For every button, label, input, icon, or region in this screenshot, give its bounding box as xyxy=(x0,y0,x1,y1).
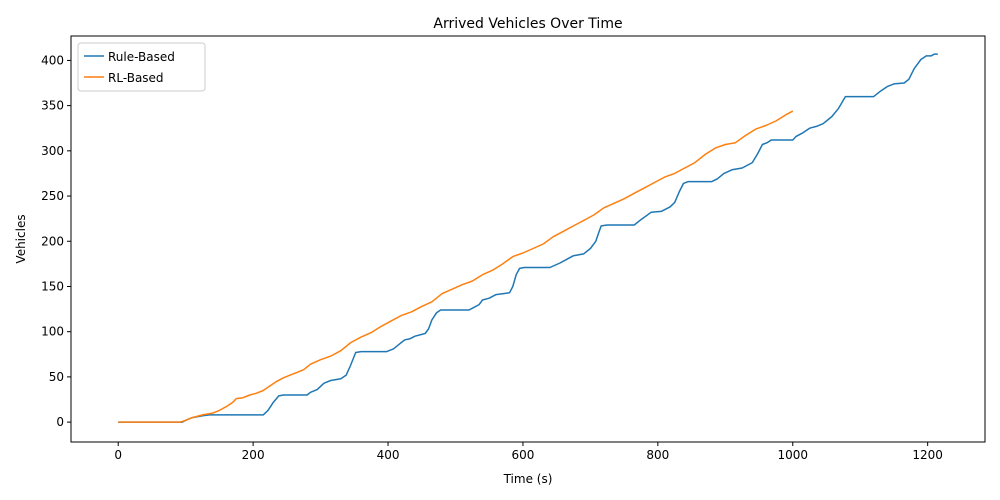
y-tick-label: 150 xyxy=(41,279,64,293)
chart-title: Arrived Vehicles Over Time xyxy=(433,16,622,32)
x-axis-label: Time (s) xyxy=(503,472,553,486)
x-tick-label: 200 xyxy=(242,448,265,462)
y-tick-label: 300 xyxy=(41,144,64,158)
y-tick-label: 350 xyxy=(41,99,64,113)
series-line-rl-based xyxy=(118,110,794,423)
y-tick-label: 0 xyxy=(56,415,64,429)
x-tick-label: 600 xyxy=(511,448,534,462)
x-tick-label: 800 xyxy=(646,448,669,462)
x-tick-label: 400 xyxy=(377,448,400,462)
legend: Rule-Based RL-Based xyxy=(77,42,206,92)
x-tick-label: 0 xyxy=(114,448,122,462)
y-axis-label: Vehicles xyxy=(14,214,28,263)
x-tick-label: 1200 xyxy=(912,448,943,462)
legend-box xyxy=(77,42,206,92)
y-axis-ticks: 0 50 100 150 200 250 300 350 400 xyxy=(41,53,71,429)
series-line-rule-based xyxy=(118,53,938,423)
legend-label-rl-based: RL-Based xyxy=(108,71,164,85)
y-tick-label: 50 xyxy=(49,370,64,384)
y-tick-label: 400 xyxy=(41,53,64,67)
axes-frame xyxy=(70,35,986,443)
y-tick-label: 250 xyxy=(41,189,64,203)
plot-area: 0 200 400 600 800 1000 1200 0 50 100 150 200 250 300… xyxy=(41,35,986,462)
y-tick-label: 100 xyxy=(41,325,64,339)
y-tick-label: 200 xyxy=(41,234,64,248)
legend-label-rule-based: Rule-Based xyxy=(108,50,175,64)
x-tick-label: 1000 xyxy=(777,448,808,462)
lines-layer xyxy=(118,53,938,423)
x-axis-ticks: 0 200 400 600 800 1000 1200 xyxy=(114,442,943,462)
